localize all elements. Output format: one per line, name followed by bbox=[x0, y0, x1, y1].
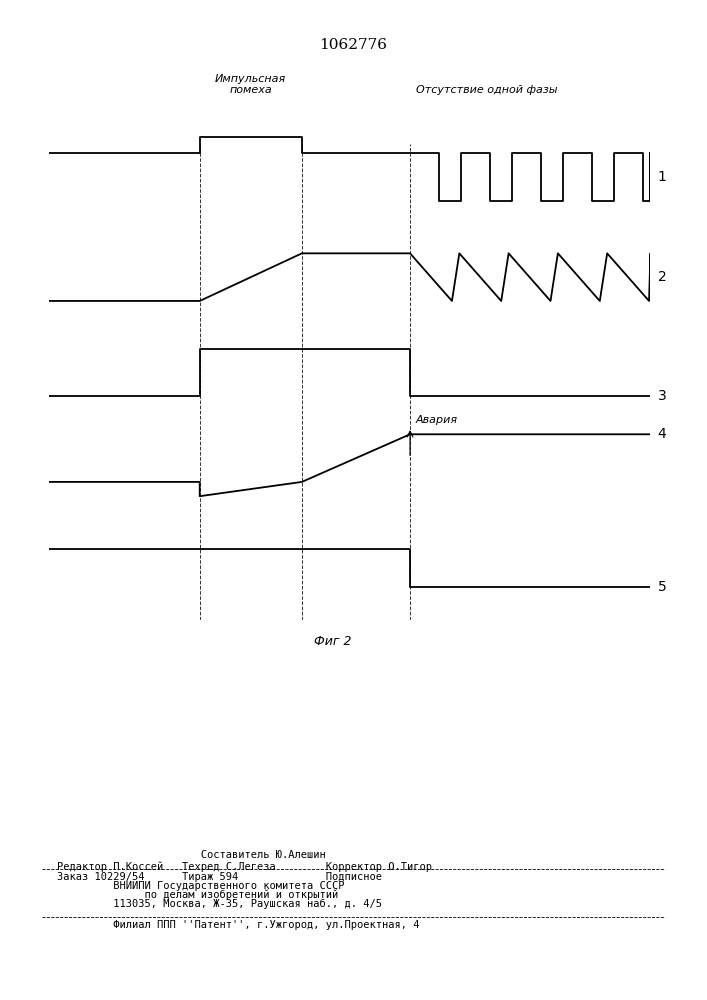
Text: 5: 5 bbox=[658, 580, 667, 594]
Text: по делам изобретений и открытий: по делам изобретений и открытий bbox=[57, 890, 338, 900]
Text: Авария: Авария bbox=[416, 415, 458, 425]
Text: ВНИИПИ Государственного комитета СССР: ВНИИПИ Государственного комитета СССР bbox=[57, 881, 344, 891]
Text: 2: 2 bbox=[658, 270, 667, 284]
Text: Отсутствие одной фазы: Отсутствие одной фазы bbox=[416, 85, 558, 95]
Text: Редактор П.Коссей   Техред С.Легеза        Корректор О.Тигор: Редактор П.Коссей Техред С.Легеза Коррек… bbox=[57, 861, 431, 872]
Text: Фиг 2: Фиг 2 bbox=[313, 635, 351, 648]
Text: Составитель Ю.Алешин: Составитель Ю.Алешин bbox=[57, 850, 325, 860]
Text: 4: 4 bbox=[658, 427, 667, 441]
Text: Заказ 10229/54      Тираж 594              Подписное: Заказ 10229/54 Тираж 594 Подписное bbox=[57, 872, 382, 882]
Text: Импульсная
помеха: Импульсная помеха bbox=[215, 74, 286, 95]
Text: 3: 3 bbox=[658, 389, 667, 403]
Text: 1062776: 1062776 bbox=[320, 38, 387, 52]
Text: 1: 1 bbox=[658, 170, 667, 184]
Text: Филиал ППП ''Патент'', г.Ужгород, ул.Проектная, 4: Филиал ППП ''Патент'', г.Ужгород, ул.Про… bbox=[57, 920, 419, 930]
Text: 113035, Москва, Ж-35, Раушская наб., д. 4/5: 113035, Москва, Ж-35, Раушская наб., д. … bbox=[57, 899, 382, 909]
